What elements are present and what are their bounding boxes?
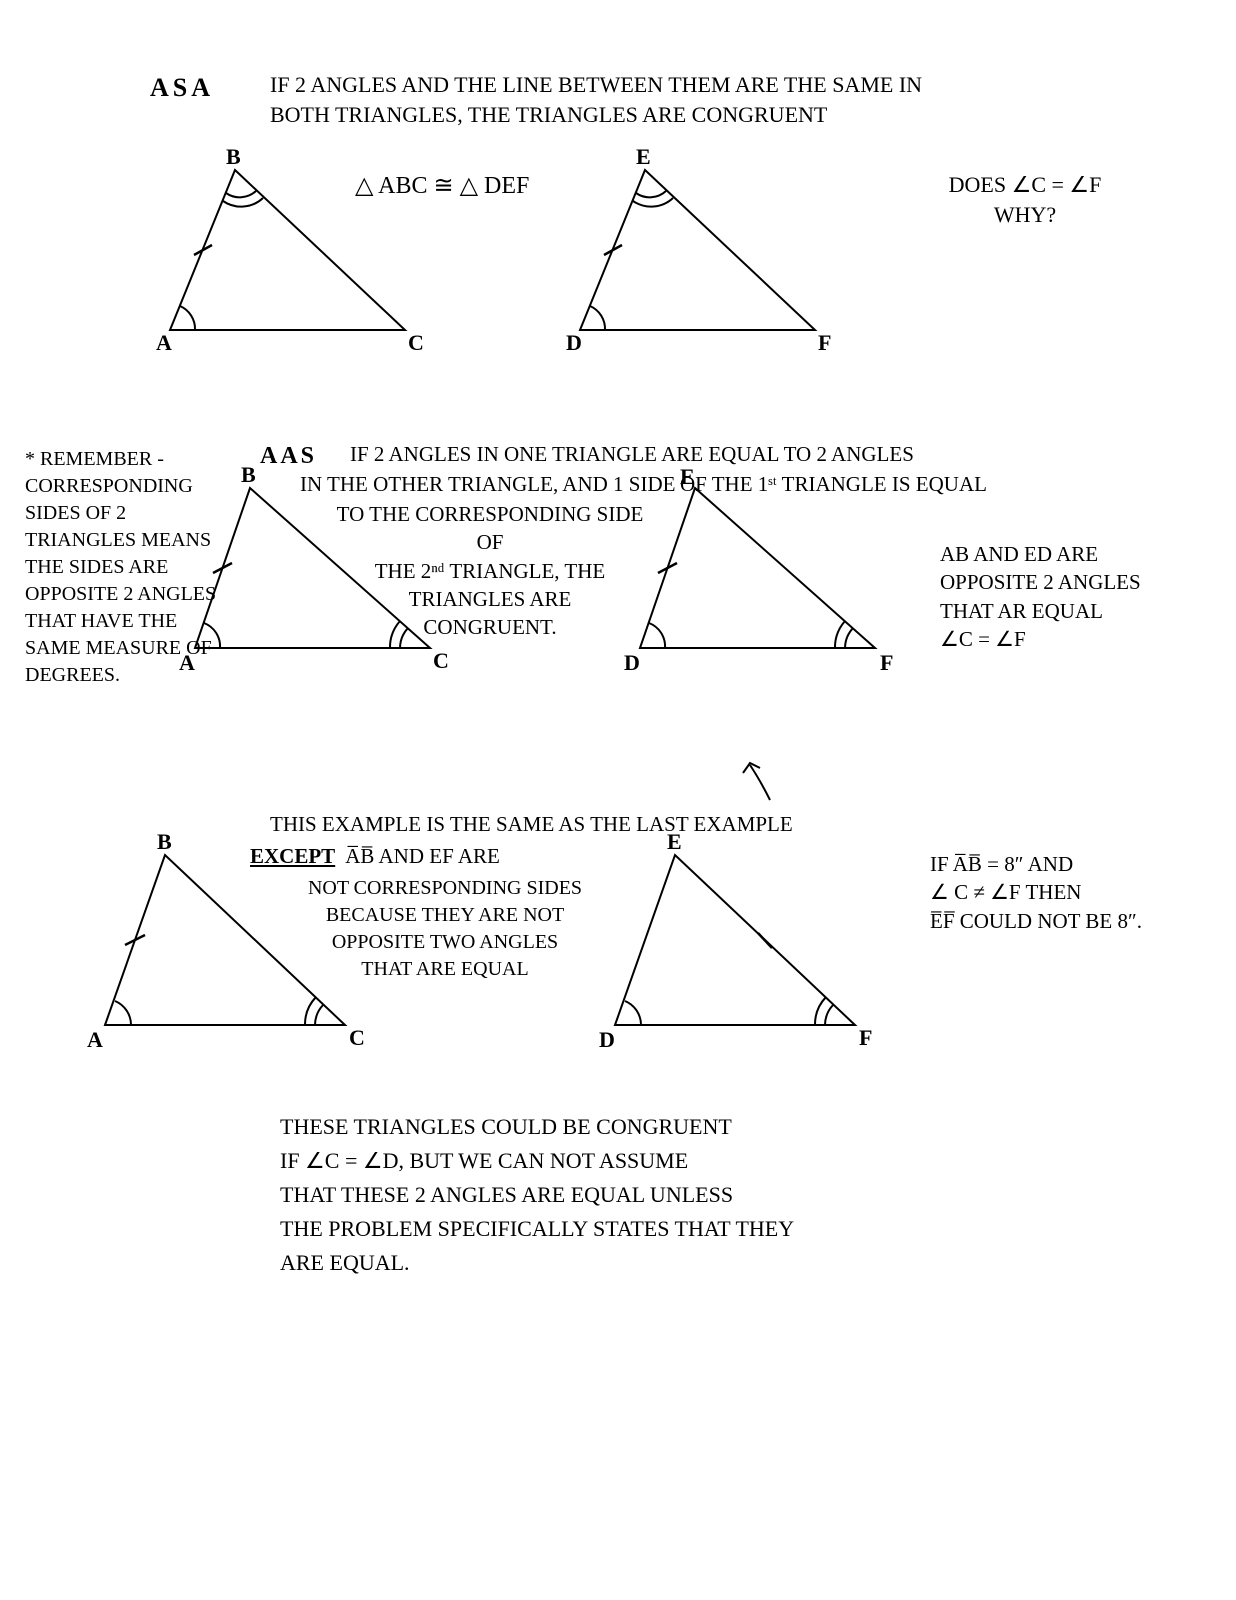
nc-intro: THIS EXAMPLE IS THE SAME AS THE LAST EXA…: [270, 810, 793, 838]
svg-text:D: D: [566, 330, 582, 355]
asa-question: DOES ∠C = ∠F WHY?: [925, 170, 1125, 229]
nc-right-note: IF A̅B̅ = 8″ AND ∠ C ≠ ∠F THEN E̅F̅ COUL…: [930, 850, 1190, 935]
asa-triangle-def: D E F: [560, 160, 840, 360]
svg-text:B: B: [157, 829, 172, 854]
svg-text:B: B: [226, 144, 241, 169]
svg-text:E: E: [636, 144, 651, 169]
asa-triangle-abc: A B C: [150, 160, 430, 360]
nc-conclusion: THESE TRIANGLES COULD BE CONGRUENT IF ∠C…: [280, 1110, 980, 1280]
aas-def1: IF 2 ANGLES IN ONE TRIANGLE ARE EQUAL TO…: [350, 440, 914, 468]
svg-text:C: C: [349, 1025, 365, 1050]
aas-right-note: AB AND ED ARE OPPOSITE 2 ANGLES THAT AR …: [940, 540, 1170, 653]
nc-triangle-def: D E F: [595, 845, 885, 1065]
asa-definition: IF 2 ANGLES AND THE LINE BETWEEN THEM AR…: [270, 70, 1100, 129]
asa-title: ASA: [150, 70, 214, 105]
aas-triangle-def: D E F: [620, 478, 910, 688]
svg-text:F: F: [880, 650, 893, 675]
svg-text:A: A: [156, 330, 172, 355]
svg-text:D: D: [624, 650, 640, 675]
svg-text:A: A: [179, 650, 195, 675]
svg-text:F: F: [818, 330, 831, 355]
svg-text:F: F: [859, 1025, 872, 1050]
svg-text:E: E: [680, 464, 695, 489]
svg-text:B: B: [241, 462, 256, 487]
svg-text:E: E: [667, 829, 682, 854]
svg-text:C: C: [433, 648, 449, 673]
arrow-up-icon: [740, 755, 800, 805]
svg-text:D: D: [599, 1027, 615, 1052]
nc-triangle-abc: A B C: [85, 845, 375, 1065]
svg-text:A: A: [87, 1027, 103, 1052]
aas-title: AAS: [260, 440, 317, 472]
aas-triangle-abc: A B C: [175, 478, 455, 688]
svg-text:C: C: [408, 330, 424, 355]
